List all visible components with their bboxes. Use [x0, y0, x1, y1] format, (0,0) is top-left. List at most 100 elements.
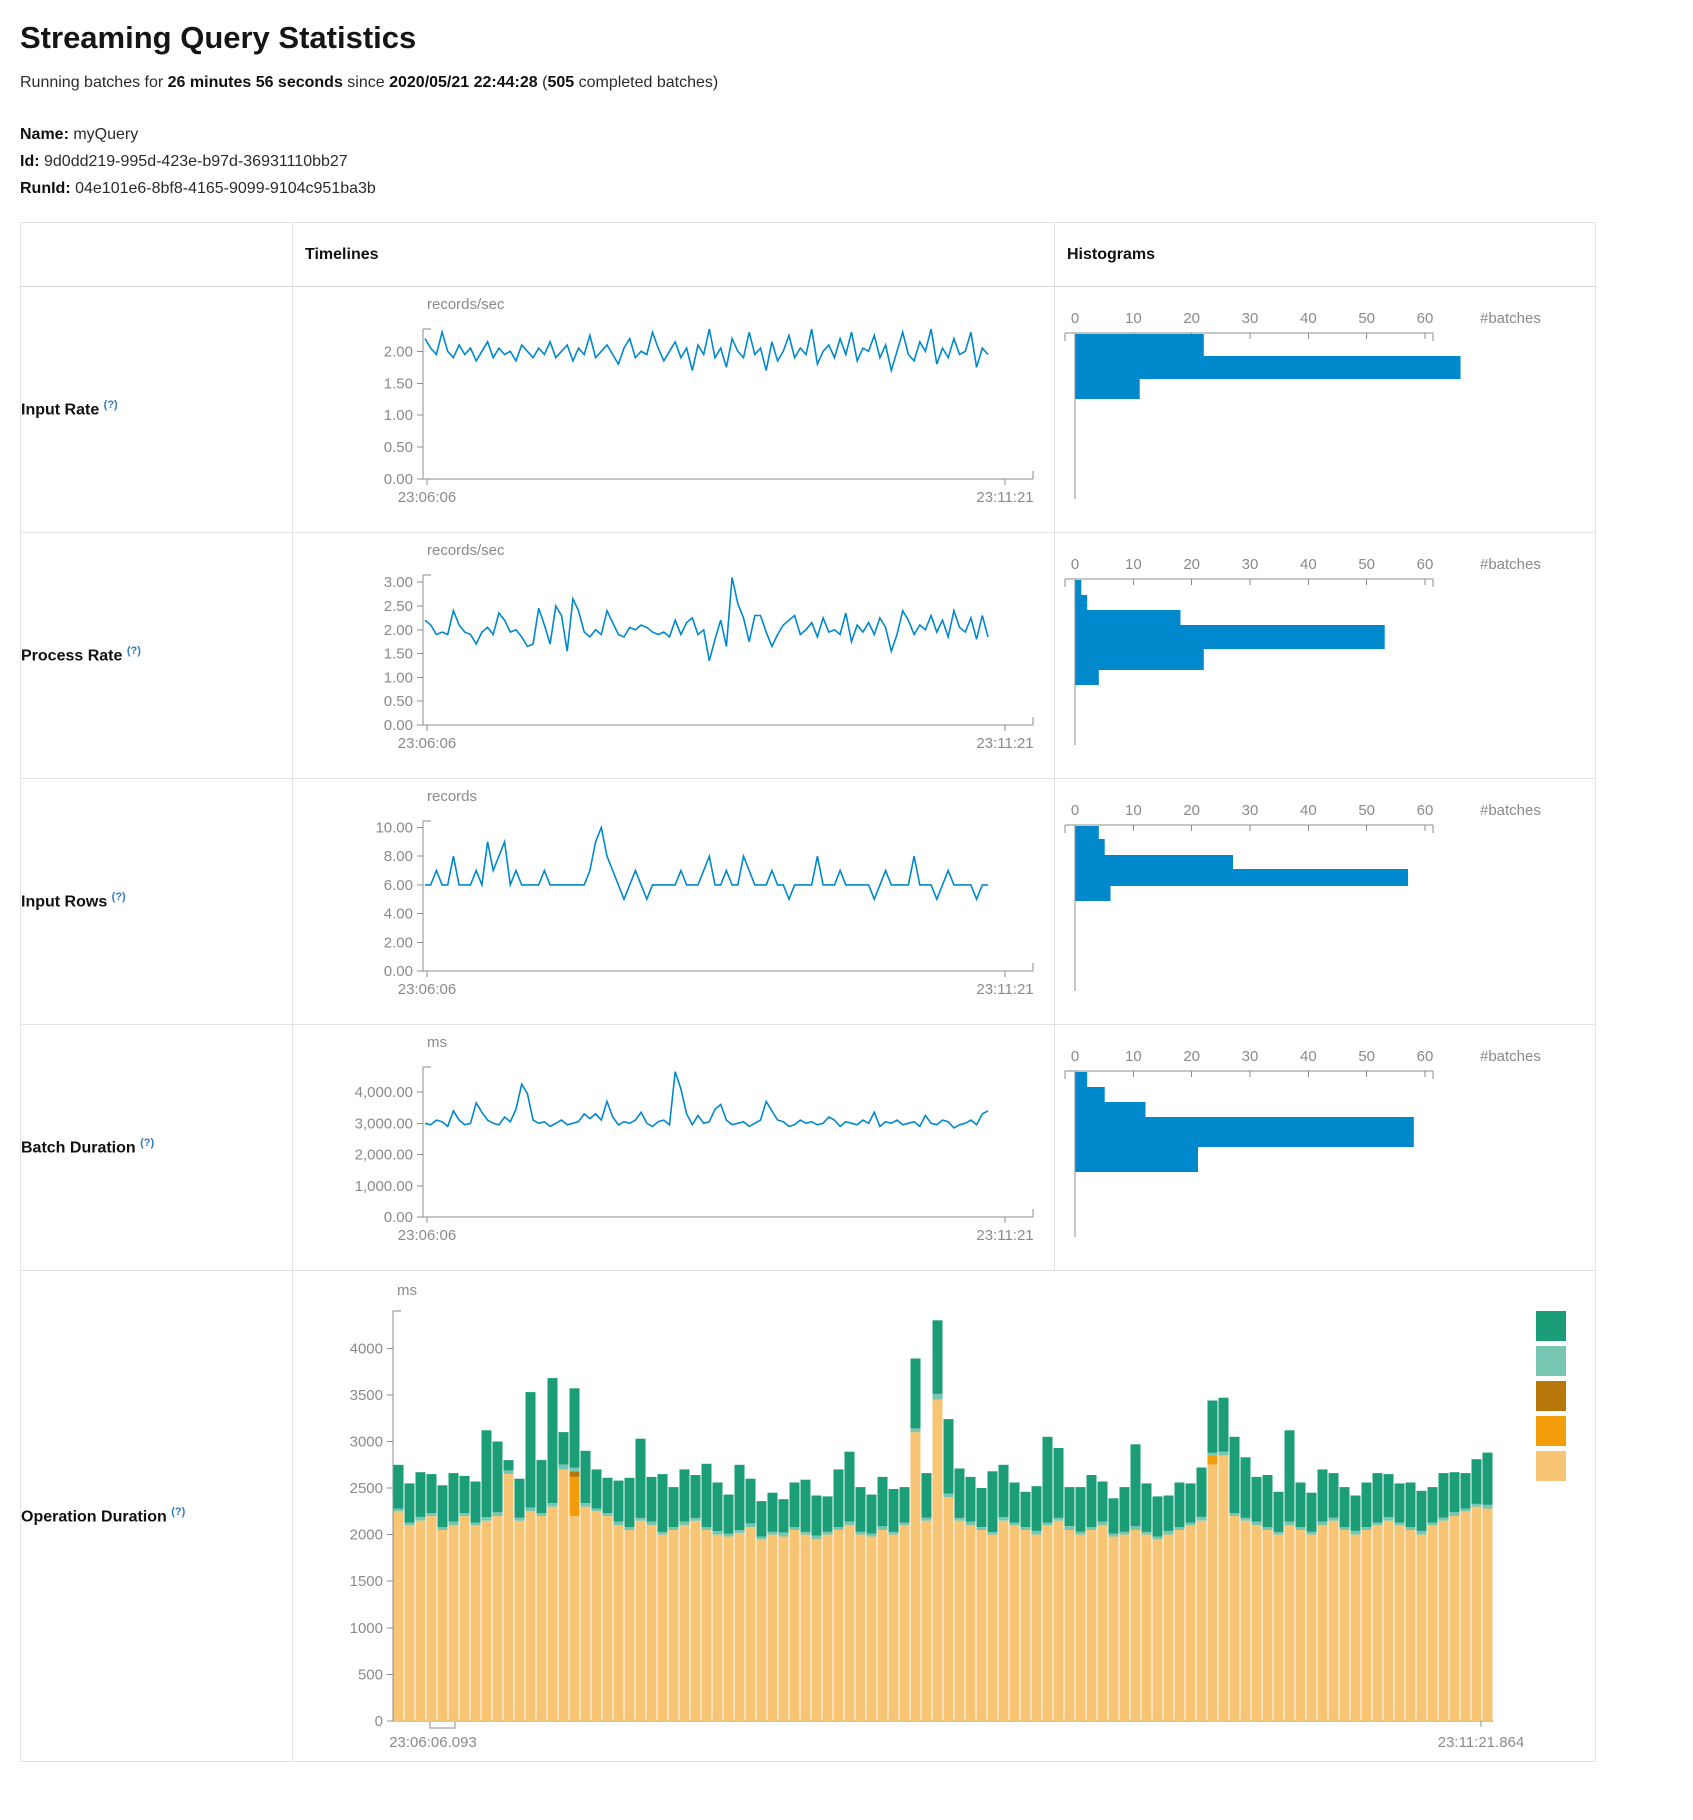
- operation-duration-bar-segment: [437, 1527, 448, 1530]
- operation-duration-bar-segment: [690, 1520, 701, 1721]
- process-rate-ytick-label: 2.50: [384, 598, 413, 615]
- operation-duration-bar-segment: [877, 1526, 888, 1530]
- operation-duration-bar-segment: [492, 1441, 503, 1513]
- operation-duration-bar-segment: [1020, 1527, 1031, 1530]
- operation-duration-bar-segment: [943, 1497, 954, 1721]
- operation-duration-bar-segment: [921, 1520, 932, 1721]
- operation-duration-bar-segment: [1031, 1486, 1042, 1531]
- operation-duration-bar-segment: [1427, 1487, 1438, 1523]
- operation-duration-bar-segment: [712, 1482, 723, 1531]
- operation-duration-legend-swatch-1[interactable]: [1536, 1346, 1566, 1376]
- process-rate-ytick-label: 0.00: [384, 717, 413, 734]
- operation-duration-bar-segment: [932, 1393, 943, 1400]
- operation-duration-bar-segment: [1240, 1520, 1251, 1721]
- operation-duration-bar-segment: [1273, 1534, 1284, 1721]
- process-rate-xstart-label: 23:06:06: [398, 735, 456, 752]
- operation-duration-bar-segment: [1130, 1526, 1141, 1530]
- operation-duration-legend-swatch-2[interactable]: [1536, 1381, 1566, 1411]
- operation-duration-bar-segment: [1020, 1530, 1031, 1721]
- query-id-line: Id: 9d0dd219-995d-423e-b97d-36931110bb27: [20, 153, 1673, 171]
- operation-duration-bar-segment: [481, 1520, 492, 1721]
- operation-duration-bar-segment: [1383, 1474, 1394, 1517]
- operation-duration-bar-segment: [503, 1460, 514, 1471]
- process-rate-help-icon[interactable]: (?): [126, 645, 141, 658]
- operation-duration-bar-segment: [613, 1480, 624, 1522]
- operation-duration-bar-segment: [987, 1471, 998, 1532]
- operation-duration-bar-segment: [877, 1476, 888, 1527]
- operation-duration-bar-segment: [1438, 1520, 1449, 1721]
- operation-duration-bar-segment: [1394, 1522, 1405, 1526]
- operation-duration-bar-segment: [1295, 1482, 1306, 1528]
- operation-duration-bar-segment: [492, 1516, 503, 1721]
- operation-duration-legend-swatch-3[interactable]: [1536, 1416, 1566, 1446]
- batch-duration-help-icon[interactable]: (?): [140, 1137, 155, 1150]
- operation-duration-bar-segment: [1471, 1506, 1482, 1721]
- operation-duration-bar-segment: [558, 1469, 569, 1721]
- batch-duration-label-cell: Batch Duration (?): [20, 1024, 293, 1271]
- operation-duration-legend-swatch-4[interactable]: [1536, 1451, 1566, 1481]
- operation-duration-bar-segment: [723, 1494, 734, 1534]
- header-empty-cell: [20, 222, 293, 287]
- operation-duration-bar-segment: [690, 1517, 701, 1521]
- operation-duration-bar-segment: [1031, 1534, 1042, 1721]
- operation-duration-legend-swatch-0[interactable]: [1536, 1311, 1566, 1341]
- operation-duration-bar-segment: [976, 1527, 987, 1530]
- process-rate-histogram-svg: 0 10 20 30 40 50 60 #batches: [1064, 556, 1541, 745]
- operation-duration-bar-segment: [1009, 1525, 1020, 1721]
- operation-duration-bar-segment: [613, 1525, 624, 1721]
- table-header-row: Timelines Histograms: [20, 222, 1596, 287]
- batch-duration-hist-xtick-label: 0: [1071, 1048, 1079, 1065]
- row-input-rate: Input Rate (?) records/sec 2.00 1.50 1.00 0.…: [20, 286, 1596, 533]
- operation-duration-bar-segment: [800, 1531, 811, 1535]
- input-rate-help-icon[interactable]: (?): [103, 399, 118, 412]
- operation-duration-bar-segment: [1207, 1455, 1218, 1465]
- input-rate-hist-xtick-label: 0: [1071, 310, 1079, 327]
- operation-duration-bar-segment: [701, 1527, 712, 1530]
- operation-duration-ytick-label: 1500: [350, 1573, 383, 1590]
- row-input-rows: Input Rows (?) records 10.00 8.00 6.00 4.00 2…: [20, 778, 1596, 1025]
- status-since-word: since: [342, 74, 390, 91]
- operation-duration-bar-segment: [767, 1534, 778, 1721]
- operation-duration-bar-segment: [426, 1513, 437, 1516]
- process-rate-timeline-chart: records/sec 3.00 2.50 2.00 1.50 1.00 0.50 0.00 2…: [293, 533, 1054, 778]
- input-rows-help-icon[interactable]: (?): [111, 891, 126, 904]
- input-rows-data-line: [425, 824, 988, 902]
- operation-duration-bar-segment: [1471, 1503, 1482, 1507]
- operation-duration-bar-segment: [778, 1532, 789, 1537]
- operation-duration-bar-segment: [1196, 1516, 1207, 1521]
- operation-duration-label: Operation Duration: [21, 1508, 167, 1526]
- input-rows-ytick-label: 10.00: [375, 819, 413, 836]
- operation-duration-bar-segment: [1339, 1527, 1350, 1530]
- process-rate-hist-bar-1: [1075, 595, 1088, 610]
- operation-duration-bar-segment: [855, 1531, 866, 1535]
- process-rate-hist-xtick-label: 50: [1358, 556, 1375, 573]
- operation-duration-bar-segment: [1251, 1525, 1262, 1721]
- batch-duration-timeline-chart: ms 4,000.00 3,000.00 2,000.00 1,000.00 0.00 23…: [293, 1025, 1054, 1270]
- operation-duration-bar-segment: [1196, 1467, 1207, 1517]
- operation-duration-ytick-label: 0: [375, 1713, 383, 1730]
- input-rows-hist-xtick-label: 10: [1125, 802, 1142, 819]
- page-title: Streaming Query Statistics: [20, 20, 417, 55]
- operation-duration-help-icon[interactable]: (?): [171, 1505, 186, 1518]
- input-rows-hist-xtick-label: 60: [1417, 802, 1434, 819]
- operation-duration-bar-segment: [910, 1428, 921, 1433]
- batch-duration-ytick-label: 1,000.00: [355, 1178, 413, 1195]
- operation-duration-bar-segment: [1328, 1520, 1339, 1721]
- operation-duration-bar-segment: [1482, 1508, 1493, 1721]
- operation-duration-bar-segment: [404, 1483, 415, 1523]
- operation-duration-bar-segment: [1196, 1520, 1207, 1721]
- input-rate-ytick-label: 2.00: [384, 343, 413, 360]
- input-rows-ytick-label: 2.00: [384, 934, 413, 951]
- operation-duration-xend-label: 23:11:21.864: [1438, 1734, 1524, 1751]
- batch-duration-ytick-label: 2,000.00: [355, 1147, 413, 1164]
- input-rate-hist-xtick-label: 40: [1300, 310, 1317, 327]
- process-rate-timeline-cell: records/sec 3.00 2.50 2.00 1.50 1.00 0.50 0.00 2…: [292, 532, 1055, 779]
- operation-duration-bar-segment: [1097, 1521, 1108, 1526]
- batch-duration-histogram-svg: 0 10 20 30 40 50 60 #batches: [1064, 1048, 1541, 1237]
- operation-duration-bar-segment: [470, 1481, 481, 1523]
- operation-duration-bar-segment: [833, 1469, 844, 1528]
- operation-duration-bar-segment: [1427, 1522, 1438, 1526]
- operation-duration-bar-segment: [1086, 1475, 1097, 1528]
- operation-duration-bar-segment: [1119, 1534, 1130, 1721]
- status-batch-count: 505: [547, 74, 575, 91]
